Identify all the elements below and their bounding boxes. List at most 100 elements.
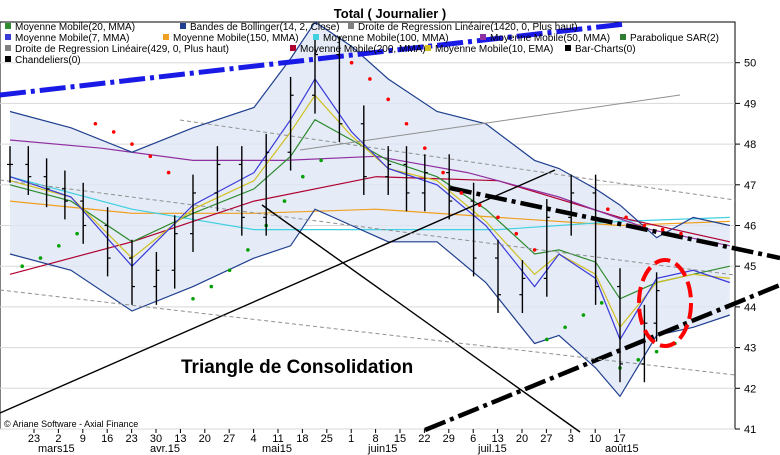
sar-dot-1-14 xyxy=(581,313,586,317)
y-tick-label-4: 45 xyxy=(744,261,756,273)
x-month-label-2: mai15 xyxy=(262,443,292,455)
x-month-label-0: mars15 xyxy=(38,443,75,455)
trend-descending-black xyxy=(261,204,581,433)
sar-dot-1-10 xyxy=(301,174,305,179)
sar-dot-1-6 xyxy=(227,268,232,273)
sar-dot-0-1 xyxy=(111,130,116,134)
sar-dot-0-16 xyxy=(606,207,610,212)
legend-label-1: Bandes de Bollinger(14, 2, Close) xyxy=(190,22,340,33)
sar-dot-1-7 xyxy=(246,248,250,252)
x-tick-label-5: 30 xyxy=(150,433,162,445)
y-tick-label-0: 41 xyxy=(744,424,756,436)
sar-dot-0-20 xyxy=(679,231,683,236)
y-tick-label-5: 46 xyxy=(744,221,756,233)
highlight-ellipse xyxy=(637,258,693,348)
legend-label-11: Bar-Charts(0) xyxy=(575,44,636,55)
sar-dots xyxy=(20,60,683,370)
chart-title: Total ( Journalier ) xyxy=(334,6,446,21)
y-tick-label-1: 42 xyxy=(744,383,756,395)
x-tick-label-0: 23 xyxy=(28,433,40,445)
legend-swatch-9 xyxy=(290,45,296,51)
sar-dot-0-17 xyxy=(624,215,628,220)
price-bars xyxy=(7,36,660,383)
sar-dot-1-3 xyxy=(75,231,79,236)
triangle-upper xyxy=(449,185,780,261)
y-tick-label-2: 43 xyxy=(744,343,756,355)
footer-copyright: © Ariane Software - Axial Finance xyxy=(4,419,138,429)
sar-dot-1-1 xyxy=(38,256,43,260)
x-tick-label-17: 29 xyxy=(443,433,455,445)
sar-dot-0-15 xyxy=(532,248,537,252)
x-tick-label-14: 8 xyxy=(373,433,379,445)
legend-swatch-5 xyxy=(313,34,319,40)
x-tick-label-20: 20 xyxy=(516,433,528,445)
x-tick-label-22: 3 xyxy=(568,433,574,445)
series-line-6 xyxy=(9,77,730,341)
sar-dot-0-12 xyxy=(477,203,482,207)
x-axis: 23 2 9 16 23 30 13 20 27 4 11 18 25 1 8 15 22 29 6 13 20 27 3 1… xyxy=(28,429,639,455)
x-tick-label-11: 18 xyxy=(296,433,308,445)
x-tick-label-10: 11 xyxy=(272,433,283,445)
legend-swatch-11 xyxy=(565,45,571,51)
legend-swatch-0 xyxy=(5,23,11,29)
legend-swatch-1 xyxy=(180,23,186,29)
sar-dot-0-14 xyxy=(514,231,519,236)
legend-swatch-12 xyxy=(5,56,11,62)
legend-swatch-2 xyxy=(348,23,354,29)
triangle-annotation: Triangle de Consolidation xyxy=(181,357,413,378)
legend-label-8: Droite de Regression Linéaire(429, 0, Pl… xyxy=(15,44,229,55)
sar-dot-1-2 xyxy=(57,244,61,248)
x-month-label-4: juil.15 xyxy=(477,443,507,455)
x-tick-label-7: 20 xyxy=(199,433,211,445)
sar-dot-0-18 xyxy=(642,223,647,228)
x-tick-label-8: 27 xyxy=(223,433,235,445)
legend-swatch-3 xyxy=(5,34,11,40)
legend-label-5: Moyenne Mobile(100, MMA) xyxy=(323,33,449,44)
sar-dot-1-13 xyxy=(563,325,567,330)
sar-dot-1-18 xyxy=(654,349,659,354)
y-tick-label-7: 48 xyxy=(744,139,756,151)
y-tick-label-9: 50 xyxy=(744,58,756,70)
triangle-lower xyxy=(424,282,780,433)
x-tick-label-3: 16 xyxy=(101,433,113,445)
regression-dashed-1 xyxy=(0,179,736,276)
x-tick-label-4: 23 xyxy=(125,433,137,445)
sar-dot-0-13 xyxy=(496,215,500,220)
x-tick-label-16: 22 xyxy=(418,433,430,445)
sar-dot-0-7 xyxy=(386,97,391,102)
regression-dashed-3 xyxy=(179,119,736,201)
trend-lines xyxy=(0,21,780,433)
sar-dot-0-6 xyxy=(368,77,372,81)
series-line-5 xyxy=(9,94,730,329)
indicator-lines xyxy=(9,21,730,398)
sar-dot-1-4 xyxy=(191,296,195,301)
x-tick-label-6: 13 xyxy=(174,433,186,445)
legend-label-4: Moyenne Mobile(150, MMA) xyxy=(173,33,299,44)
sar-dot-1-17 xyxy=(636,358,641,362)
sar-dot-1-9 xyxy=(282,199,287,203)
y-tick-label-6: 47 xyxy=(744,180,756,192)
legend-label-9: Moyenne Mobile(200, MMA) xyxy=(300,44,426,55)
x-month-label-3: juin15 xyxy=(367,443,397,455)
x-tick-label-23: 10 xyxy=(589,433,601,445)
x-month-label-1: avr.15 xyxy=(150,443,180,455)
x-tick-label-9: 4 xyxy=(251,433,257,445)
x-tick-label-12: 25 xyxy=(321,433,333,445)
x-tick-label-21: 27 xyxy=(540,433,552,445)
regression-dashed-2 xyxy=(0,289,736,376)
series-line-7 xyxy=(9,21,730,239)
legend-swatch-7 xyxy=(620,34,626,40)
series-line-8 xyxy=(9,208,730,398)
sar-dot-1-12 xyxy=(545,337,549,342)
sar-dot-0-0 xyxy=(93,121,98,126)
legend-swatch-8 xyxy=(5,45,11,51)
legend-swatch-10 xyxy=(425,45,431,51)
sar-dot-0-5 xyxy=(349,60,354,65)
x-month-label-5: août15 xyxy=(605,443,639,455)
series-line-1 xyxy=(9,176,730,231)
x-tick-label-13: 1 xyxy=(348,433,354,445)
legend-swatch-6 xyxy=(480,34,486,40)
trend-blue-top xyxy=(0,21,626,98)
y-tick-label-8: 49 xyxy=(744,98,756,110)
